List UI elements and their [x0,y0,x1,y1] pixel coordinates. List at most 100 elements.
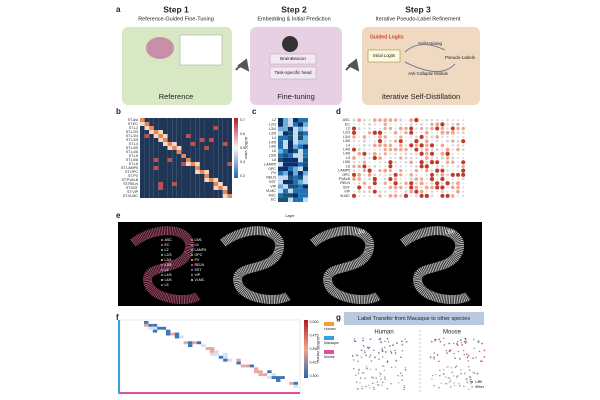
cell [434,340,436,342]
row-label: RELN [340,181,350,185]
heatmap-cell [213,138,219,142]
heatmap-cell [140,190,145,194]
dot [394,136,397,138]
heatmap-cell [218,126,223,130]
heatmap-cell [288,118,293,123]
heatmap-cell [278,193,283,198]
heatmap-cell [213,122,219,126]
heatmap-cell [190,126,196,130]
dot [440,122,445,127]
dot [353,144,355,147]
heatmap-cell [176,126,182,130]
heatmap-cell [167,190,173,194]
heatmap-cell [186,190,191,194]
heatmap-cell [158,134,163,138]
dot [384,131,387,134]
dot [389,132,392,134]
heatmap-cell [199,158,205,162]
dot [441,119,444,121]
cell [459,384,461,387]
dot [373,140,376,143]
legend-label: VIP [195,273,201,277]
dot [446,190,449,193]
dot [388,118,393,122]
dot [362,190,366,194]
row-label: L2 [272,118,276,122]
heatmap-cell [222,150,228,154]
heatmap-cell [213,154,219,158]
dot [378,152,382,156]
heatmap-cell [278,122,283,127]
heatmap-cell [140,194,145,198]
cell [443,344,446,346]
heatmap-cell [293,184,298,189]
heatmap-cell [186,122,191,126]
dot [373,123,376,126]
dot [404,186,408,189]
dot [358,140,361,143]
heatmap-cell [303,162,308,167]
dot [388,160,393,165]
cell [468,369,471,372]
legend-dot [161,269,163,271]
dot [414,139,419,144]
heatmap-cell [283,197,288,202]
heatmap-cell [149,170,154,174]
dot [358,195,361,197]
tissue [220,226,291,305]
heatmap-cell [204,166,209,170]
step-subtitle: Embedding & Initial Prediction [257,16,330,22]
dot [430,190,434,194]
dot [440,190,444,194]
dot [435,122,440,127]
dot [393,193,398,198]
dot [440,143,445,148]
panel-label: c [252,107,257,116]
legend-dot [191,279,193,281]
heatmap-cell [288,131,293,136]
cell [399,372,402,375]
dot [404,152,408,156]
dot [430,185,434,190]
heatmap-cell [190,142,196,146]
dot [435,135,440,139]
legend-dot [161,284,163,286]
dot [451,139,455,143]
cell [480,360,482,363]
dot [368,152,371,156]
cell [357,388,359,390]
dot [352,161,356,164]
cell [466,377,468,380]
heatmap-cell [298,131,303,136]
cell [462,349,465,352]
cell [386,387,389,390]
heatmap-cell [190,170,196,174]
colorbar-tick: 0.475 [310,333,319,337]
dot [429,143,435,148]
cell [446,352,448,354]
heatmap-cell [158,122,163,126]
dot [441,148,444,151]
colorbar-tick: 0.450 [310,347,319,351]
cell [442,368,445,371]
row-label: L5 [346,156,350,160]
heatmap-cell [204,138,209,142]
dot [399,173,403,177]
dot [394,127,397,130]
heatmap-cell [167,122,173,126]
dot [456,181,460,186]
dot [405,123,407,126]
dot [414,168,419,173]
heatmap-cell [283,175,288,180]
heatmap-cell [149,158,154,162]
heatmap-cell [209,146,214,150]
dot [451,148,454,151]
heatmap-cell [158,150,163,154]
heatmap-cell [267,370,272,374]
heatmap-cell [163,182,168,186]
cell [439,340,442,343]
dot [394,190,397,193]
heatmap-cell [213,186,219,190]
heatmap-cell [172,138,177,142]
heatmap-cell [163,130,168,134]
